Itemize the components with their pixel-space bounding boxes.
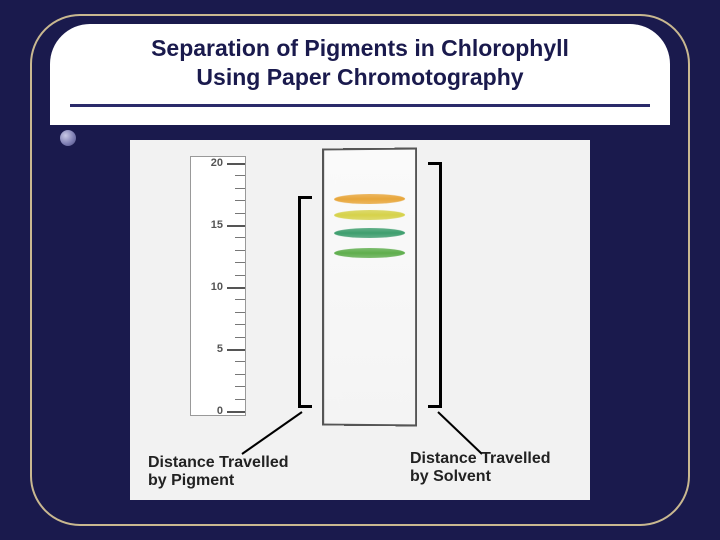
- bullet-icon: [60, 130, 76, 146]
- lead-solvent: [438, 412, 482, 454]
- title-line2: Using Paper Chromotography: [196, 64, 523, 90]
- slide-title: Separation of Pigments in Chlorophyll Us…: [70, 34, 650, 92]
- lead-lines: [130, 140, 590, 500]
- lead-pigment: [242, 412, 302, 454]
- label-pigment-l1: Distance Travelled: [148, 454, 289, 471]
- label-pigment-l2: by Pigment: [148, 472, 234, 489]
- label-solvent-l2: by Solvent: [410, 468, 491, 485]
- label-pigment: Distance Travelled by Pigment: [148, 454, 289, 491]
- label-solvent-l1: Distance Travelled: [410, 450, 551, 467]
- title-underline: [70, 104, 650, 107]
- title-line1: Separation of Pigments in Chlorophyll: [151, 35, 569, 61]
- chromatography-diagram: 05101520 Distance Travelled by Pigment D…: [130, 140, 590, 500]
- label-solvent: Distance Travelled by Solvent: [410, 450, 551, 487]
- title-panel: Separation of Pigments in Chlorophyll Us…: [50, 24, 670, 125]
